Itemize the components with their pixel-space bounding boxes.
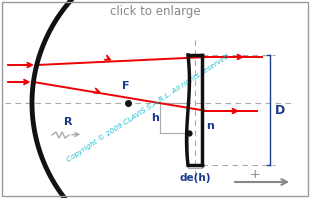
Text: click to enlarge: click to enlarge bbox=[110, 6, 200, 18]
Text: D: D bbox=[275, 104, 285, 116]
Text: de(h): de(h) bbox=[179, 173, 211, 183]
Text: n: n bbox=[206, 121, 214, 131]
Text: R: R bbox=[64, 117, 72, 127]
Text: Copyright © 2009 CLAVIS S.A.R.L. All rights reserved: Copyright © 2009 CLAVIS S.A.R.L. All rig… bbox=[66, 53, 230, 163]
Text: h: h bbox=[151, 113, 159, 123]
Text: +: + bbox=[250, 168, 260, 182]
Text: F: F bbox=[122, 81, 130, 91]
